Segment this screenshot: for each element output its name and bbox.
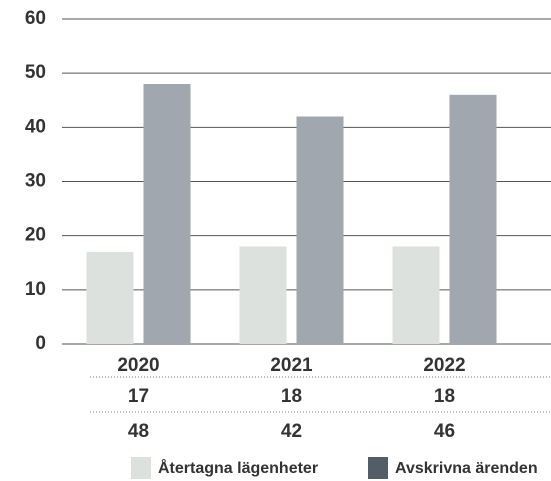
table-value: 46: [434, 421, 455, 442]
bar: [239, 246, 287, 344]
y-tick-label: 60: [25, 8, 46, 29]
y-tick-label: 0: [35, 333, 46, 354]
y-tick-label: 40: [25, 116, 46, 137]
table-value: 18: [281, 386, 302, 407]
x-tick-label: 2020: [117, 355, 159, 376]
legend-swatch: [131, 457, 151, 479]
bar: [143, 84, 191, 344]
y-tick-label: 10: [25, 279, 46, 300]
legend-swatch: [368, 457, 388, 479]
bar: [449, 94, 497, 344]
table-value: 18: [434, 386, 455, 407]
y-tick-label: 30: [25, 171, 46, 192]
x-tick-label: 2021: [270, 355, 313, 376]
y-tick-label: 20: [25, 225, 46, 246]
bar: [86, 251, 134, 344]
legend-label: Avskrivna ärenden: [395, 460, 538, 477]
bar: [296, 116, 344, 344]
x-tick-label: 2022: [423, 355, 465, 376]
bar: [392, 246, 440, 344]
table-value: 48: [128, 421, 149, 442]
table-value: 42: [281, 421, 302, 442]
y-tick-label: 50: [25, 62, 46, 83]
table-value: 17: [128, 386, 149, 407]
legend-label: Återtagna lägenheter: [158, 458, 318, 477]
